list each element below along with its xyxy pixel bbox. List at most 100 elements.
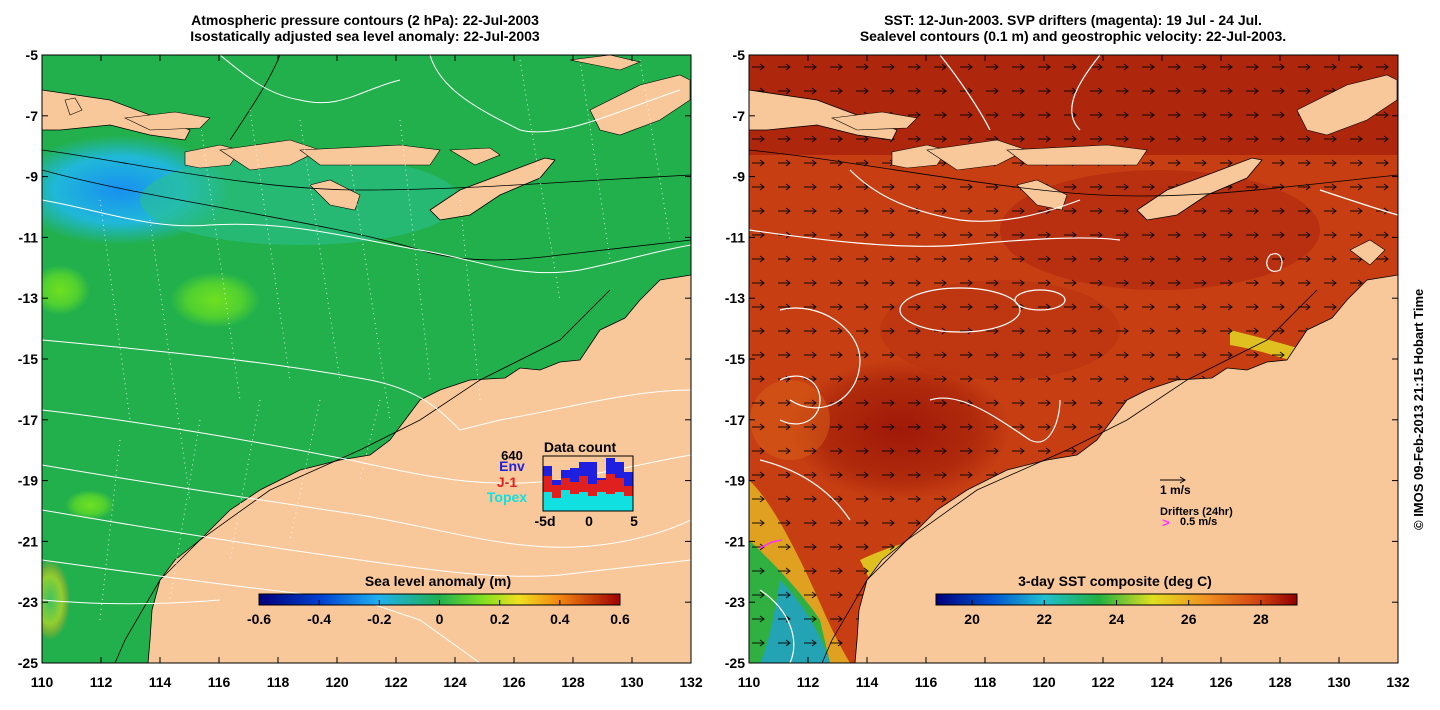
right-title-line2: Sealevel contours (0.1 m) and geostrophi… <box>859 28 1287 44</box>
lon-tick-label: 120 <box>325 674 349 690</box>
colorbar-tick-label: -0.4 <box>307 611 331 627</box>
australia-land-right <box>854 274 1398 663</box>
data-count-max-label: 640 <box>501 448 523 463</box>
velocity-arrow-icon <box>1160 476 1186 484</box>
pressure-contour-2 <box>42 339 691 431</box>
left-title-line2: Isostatically adjusted sea level anomaly… <box>190 28 540 44</box>
colorbar-tick-label: 0 <box>436 611 444 627</box>
lon-tick-label: 116 <box>208 674 231 690</box>
lon-tick-label: 126 <box>1209 674 1233 690</box>
lat-tick-label: -19 <box>725 473 745 489</box>
colorbar-tick-label: 28 <box>1253 611 1269 627</box>
left-panel-title: Atmospheric pressure contours (2 hPa): 2… <box>40 12 690 44</box>
colorbar-tick-label: -0.6 <box>247 611 271 627</box>
lon-tick-label: 128 <box>1268 674 1292 690</box>
lat-tick-label: -19 <box>18 473 38 489</box>
colorbar-tick-label: 0.6 <box>610 611 630 627</box>
bathymetry-line-4 <box>229 55 281 141</box>
legend-env: Env <box>499 458 525 474</box>
lon-tick-label: 132 <box>1386 674 1410 690</box>
sumba-island <box>309 179 361 211</box>
sumbawa-island <box>219 139 321 171</box>
sst-colorbar-label: 3-day SST composite (deg C) <box>1018 573 1212 589</box>
colorbar-tick-label: 20 <box>964 611 980 627</box>
sla-colorbar-ticks: -0.6 -0.4 -0.2 0 0.2 0.4 0.6 <box>247 600 630 627</box>
lat-tick-label: -17 <box>725 412 745 428</box>
timor-island <box>429 157 556 221</box>
left-map-axes: 110 112 114 116 118 120 122 124 126 128 130 132 -5 -7… <box>18 47 703 690</box>
bali-island-right <box>830 111 918 131</box>
data-count-title: Data count <box>544 439 617 455</box>
bali-island <box>123 111 211 131</box>
sst-colorbar-ticks: 20 22 24 26 28 <box>964 600 1269 627</box>
data-count-frame <box>542 455 634 512</box>
data-count-x-label-start: -5d <box>535 513 556 529</box>
lon-tick-label: 128 <box>561 674 585 690</box>
lon-tick-label: 126 <box>502 674 526 690</box>
lon-tick-label: 132 <box>679 674 703 690</box>
colorbar-tick-label: -0.2 <box>367 611 391 627</box>
lon-tick-label: 120 <box>1032 674 1056 690</box>
lon-tick-label: 130 <box>620 674 644 690</box>
lat-tick-label: -25 <box>18 655 38 671</box>
lon-tick-label: 130 <box>1327 674 1351 690</box>
sla-high-blob-3 <box>65 490 115 520</box>
lon-tick-label: 124 <box>443 674 467 690</box>
lon-tick-label: 112 <box>90 674 113 690</box>
lat-tick-label: -7 <box>733 108 746 124</box>
velocity-legend-label: 1 m/s <box>1160 483 1191 497</box>
sla-high-blob-2 <box>42 265 90 315</box>
lon-tick-label: 110 <box>31 674 54 690</box>
northern-islands <box>569 55 641 71</box>
colorbar-tick-label: 26 <box>1181 611 1197 627</box>
data-count-x-label-end: 5 <box>630 513 638 529</box>
lat-tick-label: -15 <box>725 351 745 367</box>
sla-high-blob-1 <box>170 272 260 328</box>
lat-tick-label: -23 <box>18 594 38 610</box>
sumbawa-island-right <box>926 139 1028 171</box>
pressure-contour-7 <box>42 599 221 605</box>
lat-tick-label: -21 <box>18 533 38 549</box>
lon-tick-label: 124 <box>1150 674 1174 690</box>
lon-tick-label: 122 <box>384 674 408 690</box>
legend-j1: J-1 <box>497 474 517 490</box>
lat-tick-label: -25 <box>725 655 745 671</box>
colorbar-tick-label: 0.2 <box>490 611 510 627</box>
lat-tick-label: -21 <box>725 533 745 549</box>
bathymetry-line-2 <box>42 169 691 261</box>
data-count-bars <box>543 458 633 511</box>
sla-high-blob-4 <box>42 560 70 640</box>
pressure-contour-4 <box>42 464 691 548</box>
bathymetry-line-1 <box>42 149 691 191</box>
lat-tick-label: -5 <box>733 47 746 63</box>
colorbar-tick-label: 22 <box>1037 611 1053 627</box>
sla-teal-region <box>140 155 460 245</box>
sst-colorbar: 3-day SST composite (deg C) 20 22 24 26 28 <box>935 573 1298 627</box>
sla-colorbar-label: Sea level anomaly (m) <box>365 573 511 589</box>
lat-tick-label: -13 <box>18 290 38 306</box>
left-map <box>42 55 691 663</box>
lat-tick-label: -23 <box>725 594 745 610</box>
melville-island <box>1349 239 1386 266</box>
lat-tick-label: -9 <box>733 169 746 185</box>
bathymetry-line-right <box>821 289 1318 663</box>
alor-island <box>448 147 501 166</box>
legend-topex: Topex <box>487 489 527 505</box>
lon-tick-label: 110 <box>738 674 761 690</box>
colorbar-tick-label: 0.4 <box>550 611 570 627</box>
drifter-speed-label: 0.5 m/s <box>1180 516 1217 528</box>
lat-tick-label: -7 <box>26 108 39 124</box>
altimeter-tracks <box>99 59 671 621</box>
pressure-contour-8 <box>219 55 401 104</box>
right-map <box>749 55 1398 663</box>
velocity-legend: 1 m/s Drifters (24hr) > 0.5 m/s <box>1160 476 1233 530</box>
lon-tick-label: 112 <box>797 674 820 690</box>
lon-tick-label: 114 <box>149 674 172 690</box>
australia-land <box>147 274 691 663</box>
lat-tick-label: -13 <box>725 290 745 306</box>
data-count-inset: Data count 640 Env J-1 Topex -5d 0 5 <box>487 439 638 529</box>
madura-island <box>64 97 83 116</box>
pressure-contour-1 <box>42 199 691 274</box>
bathymetry-line-3 <box>114 289 611 663</box>
